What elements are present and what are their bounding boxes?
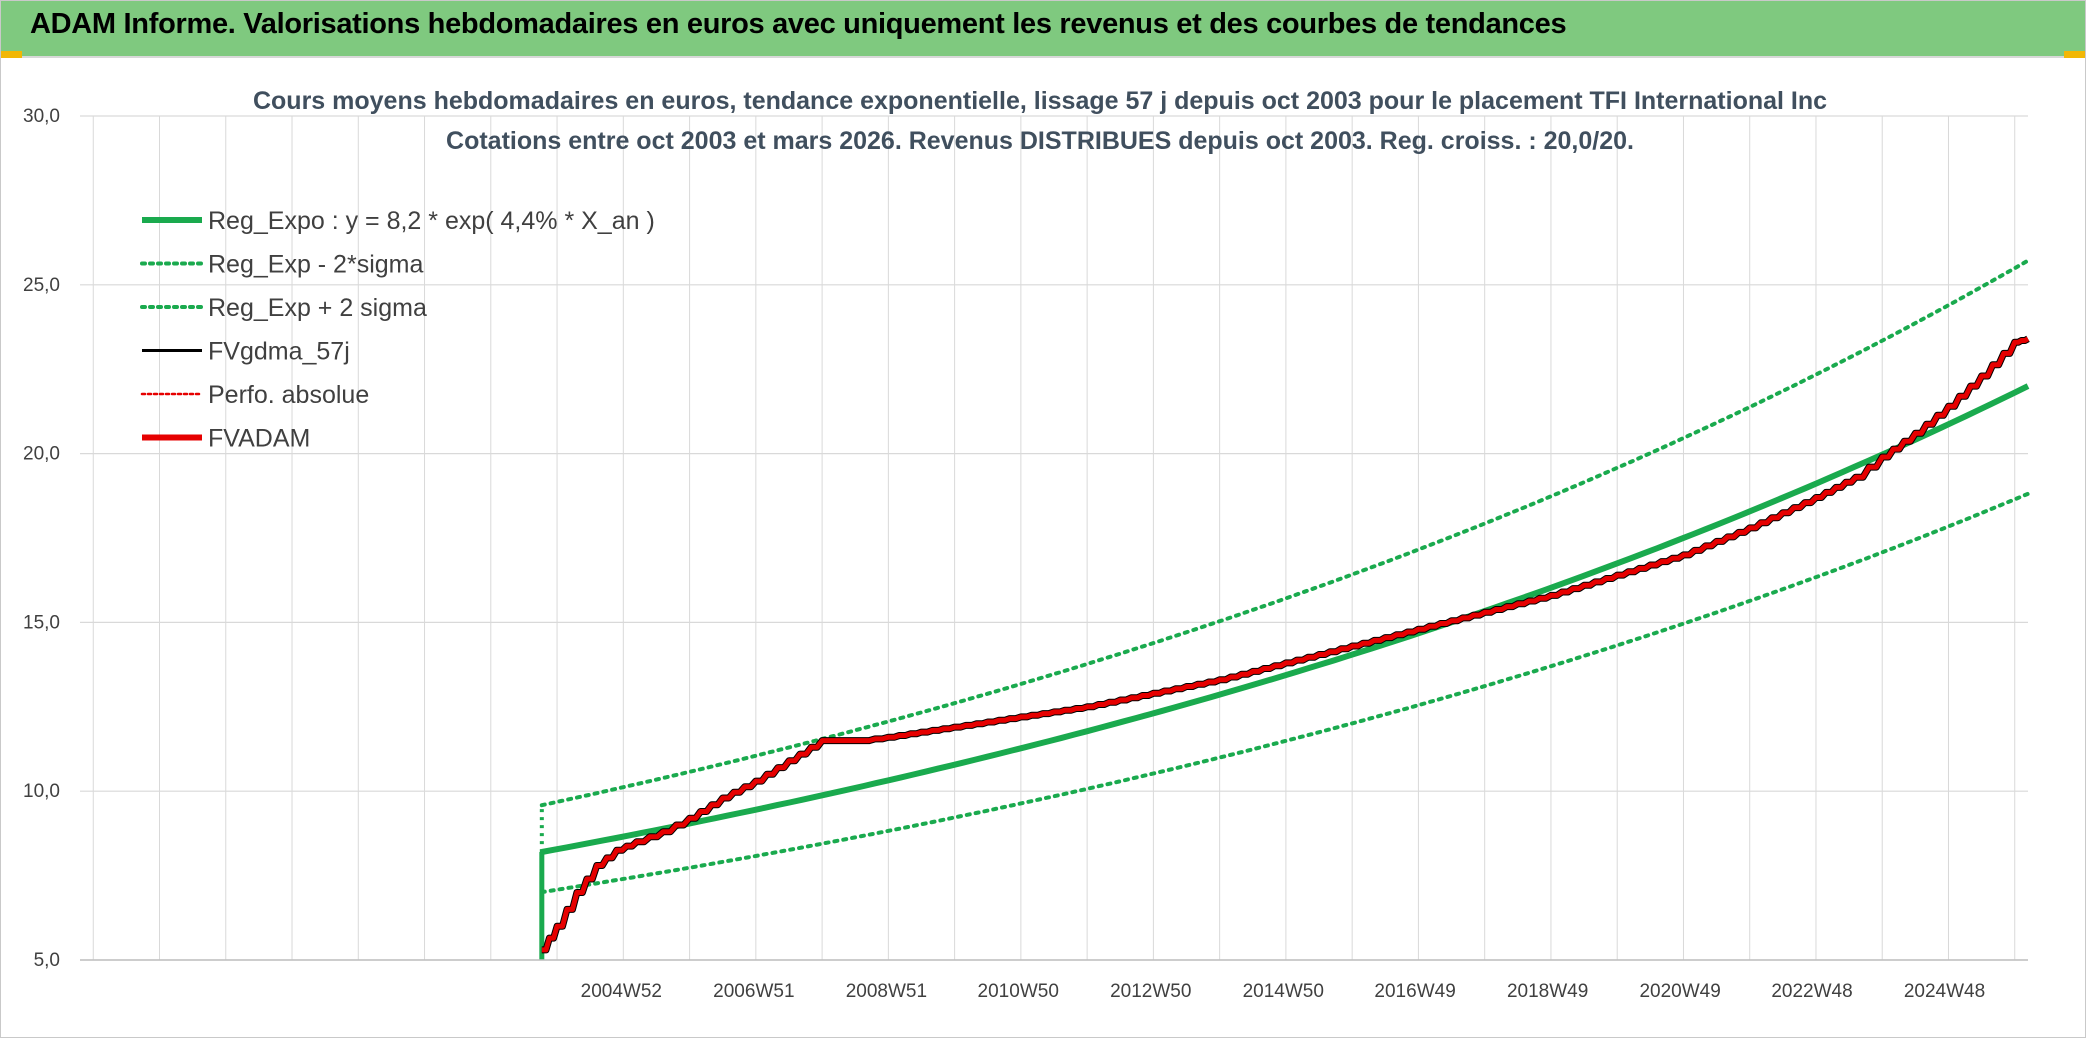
legend-label-reg_expo: Reg_Expo : y = 8,2 * exp( 4,4% * X_an ) [208,207,655,235]
x-tick-label: 2004W52 [581,981,662,1002]
series-layer [539,258,2030,960]
y-tick-label: 20,0 [23,444,60,465]
y-tick-label: 10,0 [23,781,60,802]
y-tick-label: 15,0 [23,612,60,633]
axis-layer: 5,0 10,0 15,0 20,0 25,0 30,0 2004W52 2006W51 200… [23,106,2028,1002]
x-tick-label: 2012W50 [1110,981,1191,1002]
y-tick-label: 25,0 [23,275,60,296]
legend-label-fvgdma: FVgdma_57j [208,338,350,366]
x-tick-label: 2016W49 [1374,981,1455,1002]
chart-area: 5,0 10,0 15,0 20,0 25,0 30,0 2004W52 2006W51 200… [0,58,2086,1038]
x-tick-label: 2008W51 [846,981,927,1002]
x-tick-label: 2022W48 [1771,981,1852,1002]
x-tick-label: 2010W50 [978,981,1059,1002]
y-tick-label: 5,0 [34,950,60,971]
fvgdma-57j-line [541,335,2030,954]
chart-title-line1: Cours moyens hebdomadaires en euros, ten… [253,87,1827,115]
legend-label-reg_plus: Reg_Exp + 2 sigma [208,294,427,322]
x-tick-label: 2020W49 [1639,981,1720,1002]
header-bar: ADAM Informe. Valorisations hebdomadaire… [0,0,2086,58]
legend-label-perfo: Perfo. absolue [208,381,369,409]
y-tick-label: 30,0 [23,106,60,127]
reg-exp-plus-2sigma-line [539,258,2030,808]
reg-expo-line [541,383,2030,855]
legend-label-reg_minus: Reg_Exp - 2*sigma [208,251,423,279]
chart-title-line2: Cotations entre oct 2003 et mars 2026. R… [446,127,1634,155]
x-tick-label: 2018W49 [1507,981,1588,1002]
corner-mark-right [2064,51,2086,58]
corner-mark-left [0,51,22,58]
fvadam-line [541,336,2030,953]
chart-svg: 5,0 10,0 15,0 20,0 25,0 30,0 2004W52 2006W51 200… [23,87,2030,1002]
x-tick-label: 2006W51 [713,981,794,1002]
x-tick-label: 2024W48 [1904,981,1985,1002]
report-title: ADAM Informe. Valorisations hebdomadaire… [30,8,1567,40]
reg-exp-minus-2sigma-line [539,491,2030,895]
x-tick-label: 2014W50 [1243,981,1324,1002]
legend-label-fvadam: FVADAM [208,425,310,453]
legend: Reg_Expo : y = 8,2 * exp( 4,4% * X_an ) R… [140,207,655,453]
